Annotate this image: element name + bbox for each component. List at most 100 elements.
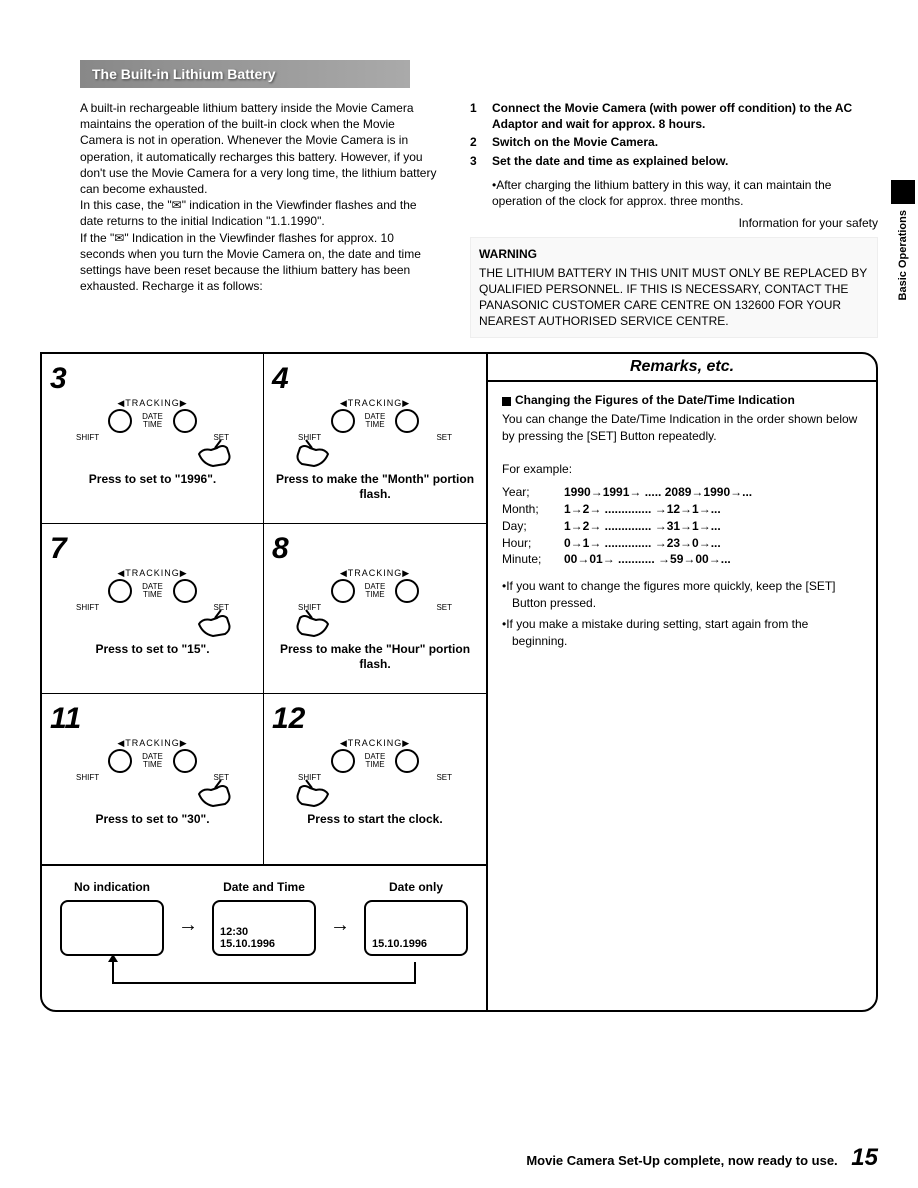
- tracking-diagram: ◀TRACKING▶ DATETIME SHIFT SET: [272, 568, 478, 638]
- list-text: Switch on the Movie Camera.: [492, 134, 878, 150]
- remarks-bullet: •If you want to change the figures more …: [502, 578, 862, 612]
- step-number: 4: [272, 362, 478, 396]
- shift-button-icon: [108, 749, 132, 773]
- step-cell: 3 ◀TRACKING▶ DATETIME SHIFT SET Press to…: [42, 354, 264, 524]
- step-cell: 8 ◀TRACKING▶ DATETIME SHIFT SET Press to…: [264, 524, 486, 694]
- step-caption: Press to set to "1996".: [50, 472, 255, 486]
- step-cell: 12 ◀TRACKING▶ DATETIME SHIFT SET Press t…: [264, 694, 486, 864]
- cycle-title: Date only: [364, 880, 468, 894]
- remarks-heading: Remarks, etc.: [488, 354, 876, 382]
- cycle-title: Date and Time: [212, 880, 316, 894]
- list-num: 2: [470, 134, 484, 150]
- seq-values: 1→2→ .............. →31→1→...: [564, 518, 721, 535]
- cycle-title: No indication: [60, 880, 164, 894]
- seq-values: 1990→1991→ ..... 2089→1990→...: [564, 484, 752, 501]
- intro-left: A built-in rechargeable lithium battery …: [80, 100, 440, 338]
- cycle-box-none: [60, 900, 164, 956]
- step-cell: 11 ◀TRACKING▶ DATETIME SHIFT SET Press t…: [42, 694, 264, 864]
- step-cell: 4 ◀TRACKING▶ DATETIME SHIFT SET Press to…: [264, 354, 486, 524]
- intro-p1: A built-in rechargeable lithium battery …: [80, 100, 440, 197]
- sequence-row: Hour;0→1→ .............. →23→0→...: [502, 535, 862, 552]
- date-time-label: DATETIME: [365, 753, 386, 769]
- shift-button-icon: [331, 579, 355, 603]
- remarks-intro: You can change the Date/Time Indication …: [502, 411, 862, 445]
- tracking-label: ◀TRACKING▶: [50, 738, 255, 749]
- shift-button-icon: [108, 409, 132, 433]
- set-button-icon: [395, 409, 419, 433]
- step-number: 3: [50, 362, 255, 396]
- seq-label: Day;: [502, 518, 558, 535]
- cycle-l2: 15.10.1996: [372, 938, 427, 950]
- seq-values: 00→01→ ........... →59→00→...: [564, 551, 731, 568]
- list-num: 3: [470, 153, 484, 169]
- step-number: 12: [272, 702, 478, 736]
- step-caption: Press to set to "15".: [50, 642, 255, 656]
- date-time-label: DATETIME: [365, 413, 386, 429]
- warning-title: WARNING: [479, 246, 869, 262]
- intro-p2: In this case, the "✉" indication in the …: [80, 197, 440, 229]
- shift-button-icon: [331, 749, 355, 773]
- remarks-bullet: •If you make a mistake during setting, s…: [502, 616, 862, 650]
- seq-values: 1→2→ .............. →12→1→...: [564, 501, 721, 518]
- section-header: The Built-in Lithium Battery: [80, 60, 410, 88]
- cycle-box-date: 15.10.1996: [364, 900, 468, 956]
- tracking-diagram: ◀TRACKING▶ DATETIME SHIFT SET: [272, 398, 478, 468]
- step-number: 7: [50, 532, 255, 566]
- shift-label: SHIFT: [76, 433, 99, 442]
- shift-button-icon: [331, 409, 355, 433]
- tracking-label: ◀TRACKING▶: [50, 568, 255, 579]
- sequence-row: Month; 1→2→ .............. →12→1→...: [502, 501, 862, 518]
- sequence-row: Minute; 00→01→ ........... →59→00→...: [502, 551, 862, 568]
- cycle-l2: 15.10.1996: [220, 938, 275, 950]
- list-num: 1: [470, 100, 484, 132]
- cycle-panel: No indication → Date and Time 12:30 15.1…: [42, 866, 486, 1010]
- tracking-diagram: ◀TRACKING▶ DATETIME SHIFT SET: [50, 568, 255, 638]
- set-button-icon: [395, 749, 419, 773]
- seq-label: Month;: [502, 501, 558, 518]
- set-label: SET: [436, 773, 452, 782]
- date-time-label: DATETIME: [142, 583, 163, 599]
- arrow-icon: →: [330, 914, 350, 937]
- date-time-label: DATETIME: [142, 413, 163, 429]
- set-button-icon: [173, 749, 197, 773]
- side-tab-marker: [891, 180, 915, 204]
- set-label: SET: [436, 603, 452, 612]
- tracking-label: ◀TRACKING▶: [50, 398, 255, 409]
- sequence-row: Day; 1→2→ .............. →31→1→...: [502, 518, 862, 535]
- set-label: SET: [436, 433, 452, 442]
- step-number: 8: [272, 532, 478, 566]
- step-number: 11: [50, 702, 255, 736]
- step-cell: 7 ◀TRACKING▶ DATETIME SHIFT SET Press to…: [42, 524, 264, 694]
- cycle-box-datetime: 12:30 15.10.1996: [212, 900, 316, 956]
- tracking-label: ◀TRACKING▶: [272, 398, 478, 409]
- shift-label: SHIFT: [76, 773, 99, 782]
- sequence-row: Year;1990→1991→ ..... 2089→1990→...: [502, 484, 862, 501]
- shift-label: SHIFT: [298, 603, 321, 612]
- set-label: SET: [213, 603, 229, 612]
- arrow-icon: →: [178, 914, 198, 937]
- remarks-example: For example:: [502, 461, 862, 478]
- remarks-title: Changing the Figures of the Date/Time In…: [502, 392, 862, 409]
- tracking-diagram: ◀TRACKING▶ DATETIME SHIFT SET: [50, 738, 255, 808]
- side-tab-label: Basic Operations: [897, 210, 909, 300]
- intro-p3: If the "✉" Indication in the Viewfinder …: [80, 230, 440, 295]
- step-caption: Press to start the clock.: [272, 812, 478, 826]
- tracking-diagram: ◀TRACKING▶ DATETIME SHIFT SET: [272, 738, 478, 808]
- set-label: SET: [213, 773, 229, 782]
- date-time-label: DATETIME: [365, 583, 386, 599]
- seq-label: Minute;: [502, 551, 558, 568]
- shift-label: SHIFT: [298, 773, 321, 782]
- set-button-icon: [173, 409, 197, 433]
- shift-label: SHIFT: [298, 433, 321, 442]
- warning-box: WARNING THE LITHIUM BATTERY IN THIS UNIT…: [470, 237, 878, 338]
- step-caption: Press to make the "Month" portion flash.: [272, 472, 478, 501]
- page-number: 15: [851, 1144, 878, 1171]
- shift-label: SHIFT: [76, 603, 99, 612]
- side-tab: Basic Operations: [888, 180, 918, 300]
- step-caption: Press to set to "30".: [50, 812, 255, 826]
- tracking-diagram: ◀TRACKING▶ DATETIME SHIFT SET: [50, 398, 255, 468]
- list-text: Set the date and time as explained below…: [492, 153, 878, 169]
- cycle-l1: 12:30: [220, 926, 248, 938]
- list-sub: •After charging the lithium battery in t…: [470, 177, 878, 209]
- set-button-icon: [395, 579, 419, 603]
